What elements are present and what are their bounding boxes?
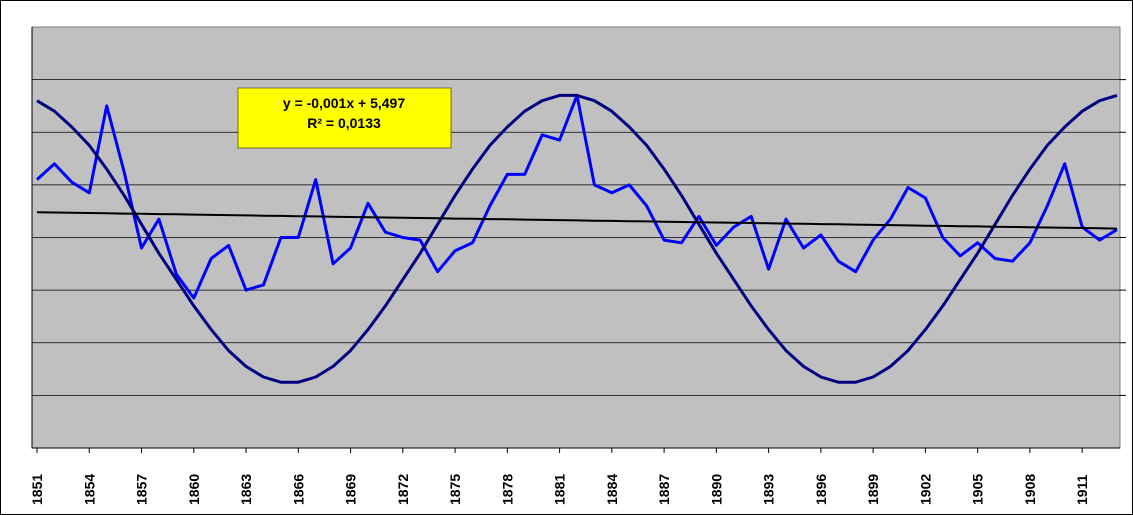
- annotation-text: R² = 0,0133: [307, 115, 381, 131]
- x-tick-label: 1905: [970, 474, 986, 505]
- x-tick-label: 1872: [395, 474, 411, 505]
- x-tick-label: 1866: [290, 474, 306, 505]
- series-line: [36, 93, 1118, 384]
- series-line: [36, 211, 1118, 230]
- x-tick-label: 1908: [1022, 474, 1038, 505]
- x-tick-label: 1878: [499, 474, 515, 505]
- x-tick-label: 1851: [29, 474, 45, 505]
- x-tick-label: 1884: [604, 474, 620, 505]
- x-tick-label: 1863: [238, 474, 254, 505]
- x-tick-label: 1857: [134, 474, 150, 505]
- annotation-box: [237, 87, 452, 149]
- x-tick-label: 1860: [186, 474, 202, 505]
- x-tick-label: 1896: [813, 474, 829, 505]
- x-tick-label: 1869: [343, 474, 359, 505]
- x-tick-label: 1893: [761, 474, 777, 505]
- x-tick-label: 1875: [447, 474, 463, 505]
- x-tick-label: 1911: [1074, 474, 1090, 505]
- x-tick-label: 1887: [656, 474, 672, 505]
- x-tick-label: 1890: [708, 474, 724, 505]
- x-tick-label: 1902: [917, 474, 933, 505]
- x-tick-label: 1899: [865, 474, 881, 505]
- x-tick-label: 1881: [552, 474, 568, 505]
- x-tick-label: 1854: [81, 474, 97, 505]
- annotation-text: y = -0,001x + 5,497: [283, 95, 405, 111]
